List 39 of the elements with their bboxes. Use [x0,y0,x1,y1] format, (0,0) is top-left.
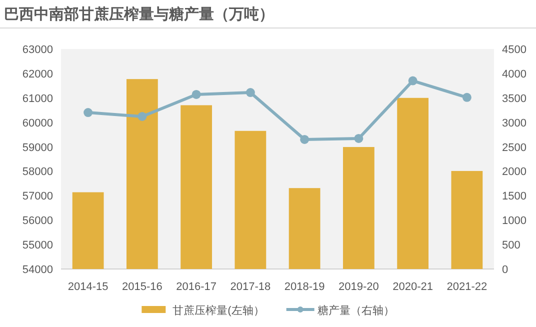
x-tick-label: 2014-15 [68,281,108,293]
y2-tick-label: 4500 [502,44,526,56]
y2-tick-label: 0 [502,264,508,276]
point [408,76,418,86]
y-tick-label: 61000 [22,92,53,105]
x-tick-label: 2017-18 [230,281,271,293]
point [354,134,364,143]
x-tick-label: 2016-17 [176,281,216,293]
point [84,108,93,118]
y2-tick-label: 3000 [502,117,526,130]
y-tick-label: 63000 [22,44,53,56]
y-tick-label: 57000 [22,190,53,203]
x-tick-label: 2015-16 [122,281,162,293]
y2-tick-label: 2500 [502,142,526,154]
point [138,112,147,121]
legend-label: 糖产量（右轴） [317,304,394,317]
y-tick-label: 56000 [22,215,53,228]
point [246,88,255,98]
x-tick-label: 2020-21 [392,281,433,293]
y2-tick-label: 2000 [502,166,526,178]
y-tick-label: 54000 [22,264,53,276]
point [300,134,310,144]
x-tick-label: 2021-22 [446,281,488,293]
y-tick-label: 55000 [22,240,53,252]
y2-tick-label: 1000 [502,215,526,228]
y-tick-label: 60000 [22,117,53,130]
y-tick-label: 59000 [22,142,53,154]
y-tick-label: 58000 [22,166,53,178]
point [462,92,472,102]
y2-tick-label: 3500 [502,92,526,105]
x-tick-label: 2018-19 [284,281,325,293]
y2-tick-label: 1500 [502,190,526,203]
point [192,90,201,99]
y2-tick-label: 500 [502,240,520,252]
title: 巴西中南部甘蔗压榨量与糖产量（万吨） [4,6,274,23]
x-tick-label: 2019-20 [338,281,379,293]
y2-tick-label: 4000 [502,68,526,80]
legend-label: 甘蔗压榨量(左轴） [172,304,264,317]
y-tick-label: 62000 [22,68,53,80]
